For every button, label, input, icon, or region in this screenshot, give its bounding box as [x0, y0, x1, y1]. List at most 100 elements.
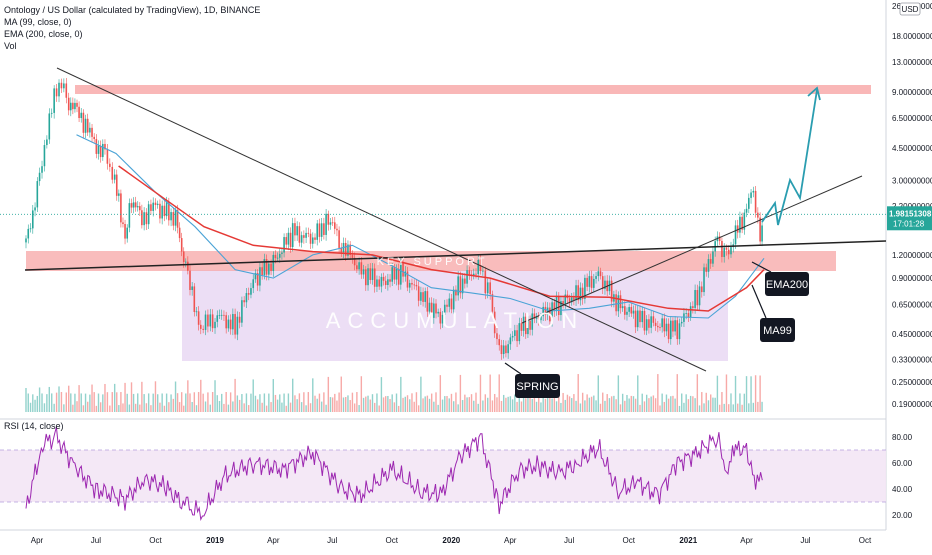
- volume-bar: [448, 398, 450, 412]
- volume-bar: [663, 401, 666, 412]
- candle-body: [466, 270, 468, 284]
- candle-body: [761, 225, 763, 242]
- candle-body: [420, 292, 422, 301]
- candle-body: [391, 267, 393, 282]
- candle-body: [298, 226, 301, 243]
- candle-body: [542, 306, 544, 317]
- volume-bar: [608, 398, 611, 412]
- candle-body: [147, 204, 150, 225]
- key-support-zone: [26, 251, 836, 271]
- ma-legend[interactable]: MA (99, close, 0): [4, 17, 72, 27]
- volume-bar: [130, 382, 133, 412]
- volume-bar: [78, 385, 80, 412]
- volume-bar: [741, 404, 743, 412]
- volume-bar: [542, 394, 544, 412]
- candle-body: [353, 257, 356, 266]
- volume-bar: [154, 381, 157, 412]
- volume-bar: [759, 375, 761, 412]
- volume-bar: [272, 379, 274, 412]
- candle-body: [67, 97, 70, 111]
- x-tick-label: 2019: [206, 536, 224, 545]
- candle-body: [378, 279, 380, 287]
- volume-bar: [128, 404, 131, 412]
- candle-body: [489, 282, 491, 295]
- candle-body: [136, 206, 139, 208]
- volume-bar: [602, 392, 604, 412]
- volume-bar: [535, 401, 538, 412]
- volume-bar: [362, 397, 365, 412]
- candle-body: [163, 205, 166, 217]
- ema-legend[interactable]: EMA (200, close, 0): [4, 29, 83, 39]
- candle-body: [540, 316, 542, 321]
- volume-bar: [183, 405, 185, 412]
- volume-bar: [464, 394, 466, 412]
- volume-bar: [730, 393, 732, 412]
- candle-body: [268, 263, 270, 275]
- candle-body: [397, 268, 400, 285]
- volume-bar: [336, 400, 338, 412]
- volume-bar: [99, 402, 102, 412]
- candle-body: [615, 294, 617, 312]
- candle-body: [263, 259, 266, 276]
- volume-bar: [452, 401, 455, 412]
- resistance-zone: [75, 85, 871, 94]
- volume-bar: [38, 387, 41, 412]
- candle-body: [426, 291, 429, 312]
- candle-body: [367, 268, 369, 286]
- volume-bar: [621, 393, 624, 412]
- candle-body: [380, 276, 383, 287]
- candle-body: [69, 102, 72, 111]
- candle-body: [493, 311, 496, 334]
- volume-bar: [68, 385, 70, 412]
- candle-body: [685, 313, 687, 314]
- y-tick-label: 0.65000000: [892, 300, 932, 309]
- candle-body: [241, 300, 243, 323]
- volume-bar: [540, 402, 542, 412]
- candle-body: [745, 208, 748, 213]
- volume-bar: [53, 403, 55, 412]
- candle-body: [356, 265, 358, 270]
- candle-body: [400, 262, 402, 285]
- volume-bar: [573, 394, 575, 412]
- volume-bar: [147, 393, 150, 412]
- candle-body: [250, 288, 252, 295]
- y-tick-label: 0.45000000: [892, 330, 932, 339]
- volume-bar: [256, 399, 259, 412]
- candle-body: [659, 327, 661, 329]
- candle-body: [289, 232, 292, 248]
- rsi-legend[interactable]: RSI (14, close): [4, 421, 64, 431]
- volume-bar: [457, 404, 459, 412]
- volume-bar: [60, 392, 63, 412]
- volume-bar: [180, 392, 183, 412]
- volume-bar: [496, 397, 498, 412]
- candle-body: [145, 212, 148, 225]
- candle-body: [718, 236, 721, 241]
- volume-bar: [444, 396, 446, 412]
- candle-body: [53, 88, 55, 113]
- candle-body: [437, 311, 439, 314]
- candle-body: [303, 235, 305, 238]
- volume-bar: [143, 394, 145, 412]
- candle-body: [624, 306, 626, 315]
- candle-body: [511, 335, 514, 338]
- currency-badge: [899, 2, 921, 16]
- symbol-title[interactable]: Ontology / US Dollar (calculated by Trad…: [4, 5, 261, 15]
- volume-bar: [484, 394, 487, 412]
- volume-bar: [371, 394, 374, 412]
- candle-body: [362, 269, 365, 275]
- candle-body: [184, 261, 187, 263]
- volume-bar: [544, 398, 547, 412]
- x-tick-label: Apr: [740, 536, 753, 545]
- volume-bar: [221, 393, 223, 412]
- candle-body: [448, 298, 451, 307]
- candle-body: [439, 311, 442, 324]
- volume-bar: [25, 388, 27, 412]
- candle-body: [124, 223, 126, 239]
- volume-bar: [340, 376, 342, 412]
- volume-bar: [650, 396, 652, 412]
- volume-legend[interactable]: Vol: [4, 41, 17, 51]
- candle-body: [384, 280, 387, 286]
- candle-body: [593, 278, 595, 288]
- volume-bar: [714, 397, 716, 412]
